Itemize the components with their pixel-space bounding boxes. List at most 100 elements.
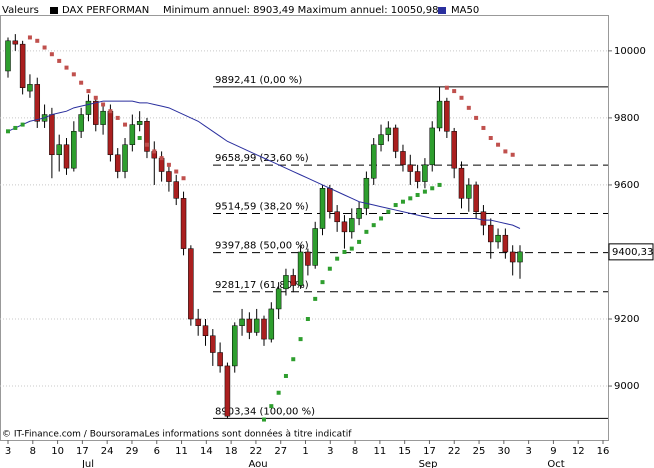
fib-label: 9397,88 (50,00 %) xyxy=(215,241,309,252)
candle-body xyxy=(283,275,289,290)
plot-frame xyxy=(0,15,609,441)
candle-body xyxy=(363,177,370,209)
sar-dot xyxy=(276,390,281,395)
candle-body xyxy=(495,234,501,243)
candle-body xyxy=(458,167,465,199)
candle-body xyxy=(93,100,99,125)
candle-body xyxy=(107,110,114,156)
candle-body xyxy=(158,157,165,172)
sar-dot xyxy=(305,317,310,322)
sar-dot xyxy=(130,129,135,134)
candle-body xyxy=(85,100,92,115)
sar-dot xyxy=(379,216,384,221)
sar-dot xyxy=(327,266,332,271)
candle-body xyxy=(356,208,362,219)
sar-dot xyxy=(430,186,435,191)
fib-label: 9658,99 (23,60 %) xyxy=(215,153,309,164)
candle-body xyxy=(517,251,523,263)
candle-body xyxy=(487,224,494,243)
sar-dot xyxy=(57,58,62,63)
month-label: Sep xyxy=(419,459,438,468)
x-tick-label: 29 xyxy=(126,446,139,457)
sar-dot xyxy=(181,176,186,181)
x-tick-label: 1 xyxy=(302,446,308,457)
sar-dot xyxy=(6,129,10,134)
legend-entry: MA50 xyxy=(451,5,479,16)
x-tick-label: 22 xyxy=(250,446,263,457)
sar-dot xyxy=(101,102,106,107)
candle-body xyxy=(56,144,62,156)
y-tick-label: 9600 xyxy=(614,180,639,191)
candle-body xyxy=(144,121,150,152)
candle-body xyxy=(290,275,297,286)
x-tick-label: 14 xyxy=(200,446,213,457)
candle-body xyxy=(370,144,377,179)
fib-label: 8903,34 (100,00 %) xyxy=(215,406,315,417)
sar-dot xyxy=(152,149,157,154)
sar-dot xyxy=(291,357,296,362)
sar-dot xyxy=(488,136,493,141)
candle-body xyxy=(100,110,106,125)
candle-body xyxy=(327,188,333,212)
candle-body xyxy=(129,124,136,145)
fib-label: 9892,41 (0,00 %) xyxy=(215,75,302,86)
fib-label: 9514,59 (38,20 %) xyxy=(215,202,309,213)
x-tick-label: 17 xyxy=(423,446,436,457)
sar-dot xyxy=(93,95,98,100)
sar-dot xyxy=(364,229,369,234)
candle-body xyxy=(34,84,41,122)
x-tick-label: 18 xyxy=(225,446,238,457)
sar-dot xyxy=(422,189,427,194)
candle-body xyxy=(261,318,267,340)
candle-body xyxy=(136,121,143,125)
footer: © IT-Finance.com / BoursoramaLes informa… xyxy=(2,429,352,440)
x-tick-label: 16 xyxy=(597,446,610,457)
fib-label: 9281,17 (61,80 %) xyxy=(215,280,309,291)
sar-dot xyxy=(349,246,354,251)
header-label: Valeurs xyxy=(2,5,39,16)
candle-body xyxy=(78,114,84,132)
candle-body xyxy=(436,100,443,129)
sar-dot xyxy=(342,249,347,254)
candle-body xyxy=(246,318,253,333)
legend-swatch xyxy=(50,7,58,14)
month-label: Aou xyxy=(248,459,267,468)
y-tick-label: 10000 xyxy=(614,46,646,57)
sar-dot xyxy=(386,209,391,214)
last-price-box xyxy=(608,243,654,261)
x-tick-label: 8 xyxy=(30,446,36,457)
sar-dot xyxy=(64,65,69,70)
candle-body xyxy=(173,181,179,199)
candle-body xyxy=(341,221,348,233)
candle-body xyxy=(466,184,472,199)
x-tick-label: 9 xyxy=(550,446,556,457)
sar-dot xyxy=(49,52,54,57)
sar-dot xyxy=(269,404,274,409)
candle-body xyxy=(180,198,187,249)
candle-body xyxy=(188,248,194,320)
candle-body xyxy=(312,228,318,266)
x-tick-label: 8 xyxy=(352,446,358,457)
sar-dot xyxy=(71,72,76,77)
sar-dot xyxy=(283,373,288,378)
sar-dot xyxy=(262,417,266,422)
sar-dot xyxy=(437,182,442,187)
sar-dot xyxy=(313,296,318,301)
candle-body xyxy=(451,131,457,169)
x-tick-label: 24 xyxy=(101,446,114,457)
candle-body xyxy=(422,164,428,182)
candle-body xyxy=(275,288,282,310)
candle-body xyxy=(268,308,275,340)
sar-dot xyxy=(27,35,32,40)
candle-body xyxy=(210,335,216,353)
candle-body xyxy=(114,154,121,172)
x-tick-label: 12 xyxy=(572,446,585,457)
candle-body xyxy=(473,184,479,212)
candle-body xyxy=(224,365,231,417)
sar-dot xyxy=(79,80,84,85)
x-tick-label: 25 xyxy=(473,446,486,457)
x-tick-label: 3 xyxy=(5,446,11,457)
sar-dot xyxy=(415,192,420,197)
